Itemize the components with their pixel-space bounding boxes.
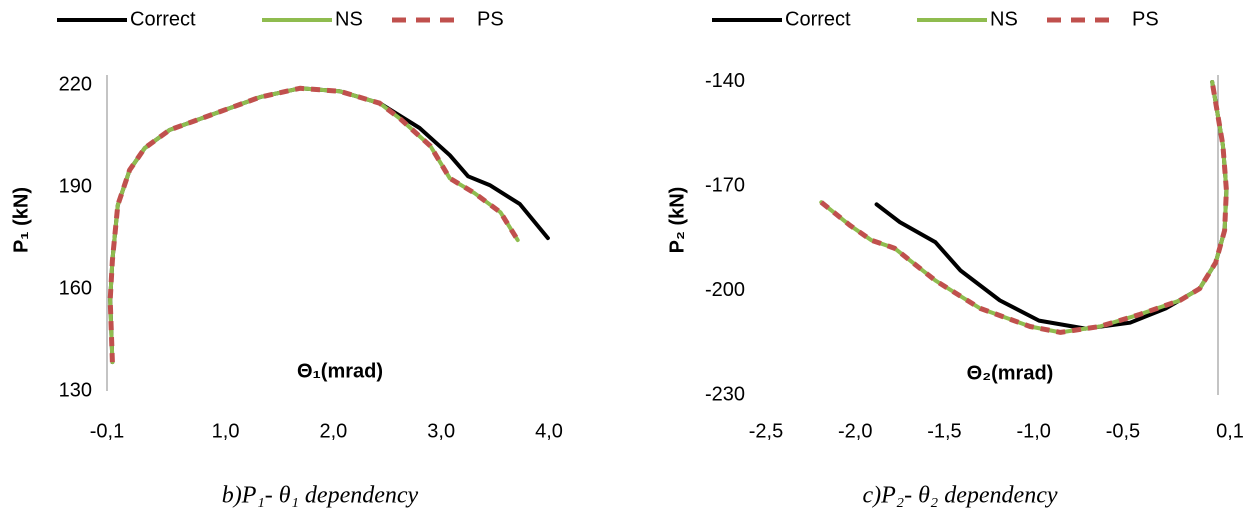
x-tick-label: 4,0 (535, 420, 563, 442)
x-tick-label: -0,1 (90, 420, 124, 442)
caption: b)P₁- θ₁ dependency (222, 483, 419, 509)
series-line (107, 85, 520, 363)
y-tick-label: 190 (59, 175, 92, 197)
y-axis-title: P₂ (kN) (666, 187, 688, 254)
series-line (819, 81, 1229, 335)
y-tick-label: -170 (705, 175, 745, 197)
x-tick-label: 1,0 (212, 420, 240, 442)
x-tick-label: -1,0 (1016, 420, 1050, 442)
x-tick-label: -2,0 (838, 420, 872, 442)
y-tick-label: -140 (705, 70, 745, 92)
legend-label: NS (335, 8, 363, 30)
x-tick-label: 0,1 (1216, 420, 1244, 442)
x-tick-label: -0,5 (1106, 420, 1140, 442)
legend-label: Correct (130, 8, 196, 30)
legend-label: Correct (785, 8, 851, 30)
y-tick-label: 220 (59, 73, 92, 95)
series-line (108, 86, 520, 365)
x-tick-label: 2,0 (319, 420, 347, 442)
x-axis-title: Θ₁(mrad) (297, 360, 383, 382)
legend-label: NS (990, 8, 1018, 30)
y-tick-label: -230 (705, 383, 745, 405)
x-tick-label: 3,0 (427, 420, 455, 442)
y-tick-label: 160 (59, 277, 92, 299)
y-axis-title: P₁ (kN) (10, 187, 32, 253)
x-tick-label: -1,5 (927, 420, 961, 442)
x-axis-title: Θ₂(mrad) (967, 362, 1054, 384)
legend-label: PS (1132, 8, 1159, 30)
y-tick-label: -200 (705, 279, 745, 301)
legend-label: PS (477, 8, 504, 30)
x-tick-label: -2,5 (749, 420, 783, 442)
y-tick-label: 130 (59, 379, 92, 401)
caption: c)P₂- θ₂ dependency (862, 483, 1057, 509)
series-line (874, 80, 1229, 331)
